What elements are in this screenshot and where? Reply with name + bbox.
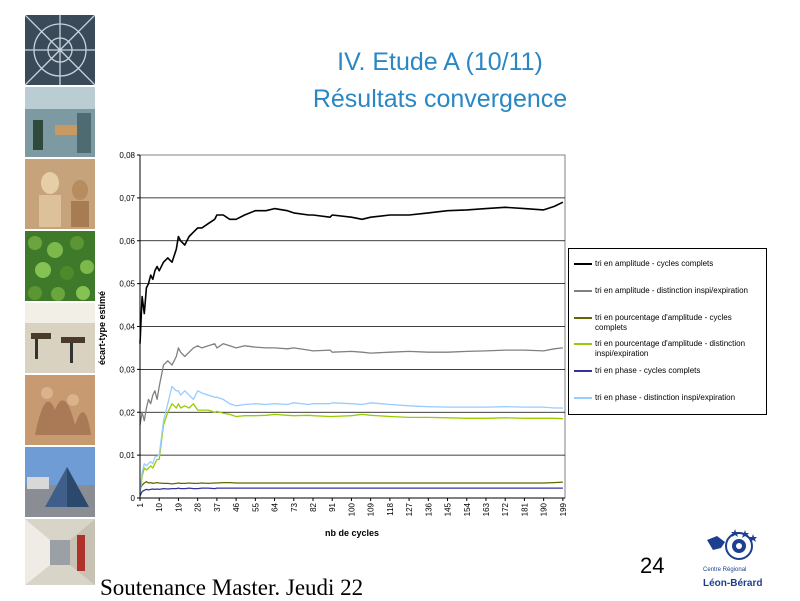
legend-swatch [574,317,592,319]
photo-ivy-wall [25,231,95,301]
series-line-2 [139,343,563,426]
x-tick-label: 199 [559,502,568,516]
photo-interior-hall [25,87,95,157]
x-tick-label: 82 [309,502,318,511]
series-line-3 [139,481,563,490]
x-tick-label: 73 [290,502,299,511]
y-tick-labels: 0 0,01 0,02 0,03 0,04 0,05 0,06 0,07 0,08 [119,151,140,503]
x-tick-label: 19 [174,502,183,511]
photo-pyramid-building [25,447,95,517]
legend-label: tri en amplitude - distinction inspi/exp… [595,286,748,295]
x-tick-label: 37 [213,502,222,511]
series-lines [139,201,564,497]
legend-swatch [574,343,592,345]
y-axis-label: écart-type estimé [97,291,107,365]
photo-stone-relief [25,375,95,445]
series-line-5 [139,487,563,497]
x-tick-label: 190 [540,502,549,516]
legend-label: tri en pourcentage d'amplitude - distinc… [595,339,746,358]
y-tick-label: 0 [131,494,136,503]
x-tick-label: 64 [271,502,280,511]
y-tick-label: 0,05 [119,280,135,289]
x-tick-label: 100 [347,502,356,516]
y-tick-label: 0,08 [119,151,135,160]
x-axis-label: nb de cycles [325,528,379,538]
logo-emblem [707,529,757,560]
photo-strip [24,14,96,585]
photo-collage [24,14,96,585]
slide-subtitle: Résultats convergence [312,85,568,113]
legend-label: tri en pourcentage d'amplitude - cycles … [595,313,732,332]
legend-swatch [574,290,592,292]
y-tick-label: 0,07 [119,194,135,203]
photo-statue [25,159,95,229]
centre-leon-berard-logo: Centre Régional Léon-Bérard [703,529,762,589]
logo-line2: Léon-Bérard [703,578,762,589]
legend-swatch [574,263,592,265]
logo-line1: Centre Régional [703,567,746,573]
y-tick-label: 0,03 [119,365,135,374]
legend-label: tri en amplitude - cycles complets [595,259,714,268]
x-tick-labels: 1 10 19 28 37 46 55 64 73 82 91 100 109 118 127 136 145 1… [136,498,568,516]
series-line-4 [139,403,563,494]
photo-corridor [25,519,95,585]
x-tick-label: 1 [136,502,145,507]
slide-title: IV. Etude A (10/11) [337,48,543,76]
x-tick-label: 109 [367,502,376,516]
x-tick-label: 118 [386,502,395,515]
convergence-chart: 0 0,01 0,02 0,03 0,04 0,05 0,06 0,07 0,08 1 10 19 2… [97,151,568,538]
footer-text: Soutenance Master. Jeudi 22 [100,575,364,600]
photo-cafeteria [25,303,95,373]
legend-label: tri en phase - cycles complets [595,366,701,375]
x-tick-label: 10 [155,502,164,511]
x-tick-label: 154 [463,502,472,516]
y-tick-label: 0,02 [119,408,135,417]
legend-swatch [574,397,592,399]
x-tick-label: 136 [424,502,433,516]
y-tick-label: 0,04 [119,323,135,332]
x-tick-label: 127 [405,502,414,516]
x-tick-label: 145 [444,502,453,516]
x-tick-label: 181 [520,502,529,516]
x-tick-label: 46 [232,502,241,511]
series-line-1 [139,201,564,344]
y-tick-label: 0,06 [119,237,135,246]
photo-glass-roof [24,14,96,86]
legend-swatch [574,370,592,372]
x-tick-label: 55 [251,502,260,511]
x-tick-label: 172 [501,502,510,516]
legend-label: tri en phase - distinction inspi/expirat… [595,393,736,402]
chart-legend: tri en amplitude - cycles complets tri en… [568,248,767,415]
x-tick-label: 163 [482,502,491,516]
x-tick-label: 91 [328,502,337,511]
x-tick-label: 28 [194,502,203,511]
y-tick-label: 0,01 [119,451,135,460]
series-line-6 [139,385,563,494]
gridlines [140,197,565,456]
page-number: 24 [640,553,665,578]
